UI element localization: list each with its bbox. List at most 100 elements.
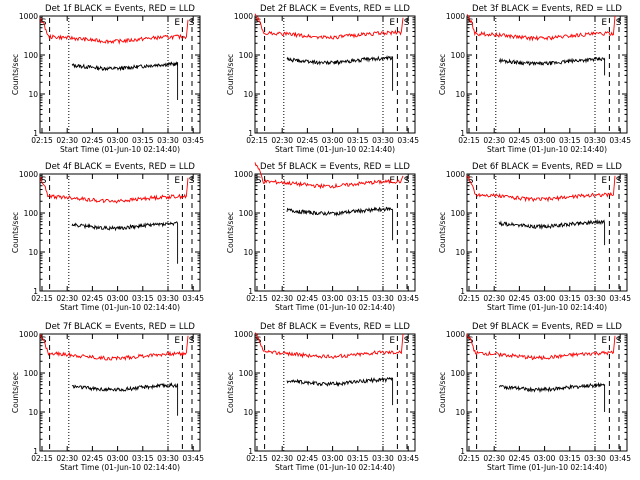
chart-title: Det 5f BLACK = Events, RED = LLD bbox=[260, 162, 410, 172]
saa-end-marker: S bbox=[404, 336, 410, 346]
chart-title: Det 9f BLACK = Events, RED = LLD bbox=[472, 322, 622, 332]
x-tick-label: 03:00 bbox=[107, 294, 129, 303]
y-tick-label: 10 bbox=[28, 90, 38, 99]
x-tick-label: 02:45 bbox=[82, 136, 104, 145]
plot-frame bbox=[254, 15, 416, 134]
y-tick-label: 1 bbox=[33, 447, 38, 456]
x-tick-label: 02:45 bbox=[509, 136, 531, 145]
y-axis-label: Counts/sec bbox=[438, 212, 447, 253]
eclipse-marker: E bbox=[174, 176, 180, 186]
x-tick-label: 03:15 bbox=[559, 294, 581, 303]
chart-panel: Det 9f BLACK = Events, RED = LLD 1 10 100 10… bbox=[438, 322, 631, 472]
chart-title: Det 4f BLACK = Events, RED = LLD bbox=[45, 162, 195, 172]
y-tick-label: 1000 bbox=[446, 170, 465, 179]
saa-end-marker: S bbox=[404, 176, 410, 186]
lld-series-line bbox=[254, 162, 404, 190]
eclipse-marker: E bbox=[601, 336, 607, 346]
saa-end-marker: S bbox=[404, 18, 410, 28]
y-tick-label: 100 bbox=[24, 209, 39, 218]
x-tick-label: 02:30 bbox=[271, 136, 293, 145]
lld-series-line bbox=[466, 175, 616, 203]
saa-start-marker: S bbox=[256, 18, 262, 28]
x-axis-label: Start Time (01-Jun-10 02:14:40) bbox=[275, 145, 395, 154]
y-axis-label: Counts/sec bbox=[11, 372, 20, 413]
x-tick-label: 03:15 bbox=[347, 294, 369, 303]
plot-frame bbox=[466, 15, 628, 134]
x-tick-label: 03:00 bbox=[534, 454, 556, 463]
lld-series-line bbox=[254, 332, 404, 359]
x-tick-label: 03:00 bbox=[322, 136, 344, 145]
events-series-line bbox=[71, 221, 179, 264]
x-tick-label: 03:30 bbox=[372, 294, 394, 303]
y-tick-label: 100 bbox=[239, 209, 254, 218]
x-tick-label: 02:45 bbox=[297, 454, 319, 463]
y-tick-label: 100 bbox=[24, 51, 39, 60]
x-tick-label: 03:00 bbox=[322, 454, 344, 463]
y-tick-label: 1 bbox=[460, 129, 465, 138]
y-tick-label: 10 bbox=[455, 248, 465, 257]
x-tick-label: 02:45 bbox=[509, 454, 531, 463]
y-tick-label: 10 bbox=[455, 90, 465, 99]
lld-series-line bbox=[39, 176, 189, 204]
x-tick-label: 02:15 bbox=[458, 294, 480, 303]
y-axis-label: Counts/sec bbox=[226, 212, 235, 253]
x-tick-label: 02:15 bbox=[31, 294, 53, 303]
y-axis-label: Counts/sec bbox=[11, 54, 20, 95]
plot-frame bbox=[39, 333, 201, 452]
plot-frame bbox=[39, 15, 201, 134]
y-tick-label: 1000 bbox=[446, 12, 465, 21]
chart-title: Det 2f BLACK = Events, RED = LLD bbox=[260, 4, 410, 14]
x-tick-label: 03:30 bbox=[372, 136, 394, 145]
events-series-line bbox=[71, 381, 179, 416]
chart-panel: Det 2f BLACK = Events, RED = LLD 1 10 100 10… bbox=[226, 4, 419, 154]
chart-panel: Det 5f BLACK = Events, RED = LLD 1 10 100 10… bbox=[226, 162, 419, 312]
lld-series-line bbox=[466, 14, 616, 42]
eclipse-marker: E bbox=[601, 18, 607, 28]
chart-title: Det 1f BLACK = Events, RED = LLD bbox=[45, 4, 195, 14]
x-tick-label: 03:15 bbox=[132, 294, 154, 303]
chart-title: Det 6f BLACK = Events, RED = LLD bbox=[472, 162, 622, 172]
events-series-line bbox=[498, 219, 606, 246]
x-axis-label: Start Time (01-Jun-10 02:14:40) bbox=[275, 303, 395, 312]
y-tick-label: 10 bbox=[455, 408, 465, 417]
saa-end-marker: S bbox=[616, 336, 622, 346]
events-series-line bbox=[286, 206, 394, 241]
eclipse-marker: E bbox=[174, 336, 180, 346]
x-tick-label: 03:15 bbox=[559, 454, 581, 463]
x-tick-label: 02:45 bbox=[82, 294, 104, 303]
saa-end-marker: S bbox=[189, 18, 195, 28]
x-tick-label: 03:45 bbox=[182, 136, 204, 145]
x-tick-label: 03:45 bbox=[397, 454, 419, 463]
y-tick-label: 1000 bbox=[234, 170, 253, 179]
eclipse-marker: E bbox=[174, 18, 180, 28]
y-tick-label: 100 bbox=[239, 369, 254, 378]
y-tick-label: 1000 bbox=[19, 170, 38, 179]
saa-start-marker: S bbox=[41, 176, 47, 186]
y-axis-label: Counts/sec bbox=[226, 54, 235, 95]
chart-title: Det 3f BLACK = Events, RED = LLD bbox=[472, 4, 622, 14]
x-tick-label: 03:15 bbox=[132, 136, 154, 145]
y-tick-label: 1000 bbox=[446, 330, 465, 339]
saa-end-marker: S bbox=[189, 336, 195, 346]
y-tick-label: 10 bbox=[243, 90, 253, 99]
chart-panel: Det 7f BLACK = Events, RED = LLD 1 10 100 10… bbox=[11, 322, 204, 472]
x-tick-label: 03:00 bbox=[534, 294, 556, 303]
x-tick-label: 02:45 bbox=[297, 294, 319, 303]
x-tick-label: 02:30 bbox=[483, 294, 505, 303]
eclipse-marker: E bbox=[389, 336, 395, 346]
x-tick-label: 03:30 bbox=[157, 136, 179, 145]
y-tick-label: 100 bbox=[451, 369, 466, 378]
y-tick-label: 1 bbox=[248, 287, 253, 296]
x-tick-label: 03:45 bbox=[609, 294, 631, 303]
x-tick-label: 02:15 bbox=[31, 136, 53, 145]
plot-frame bbox=[466, 333, 628, 452]
plot-frame bbox=[466, 173, 628, 292]
y-tick-label: 10 bbox=[243, 248, 253, 257]
plot-frame bbox=[254, 333, 416, 452]
chart-panel: Det 1f BLACK = Events, RED = LLD 1 10 100 10… bbox=[11, 4, 204, 154]
x-tick-label: 03:45 bbox=[609, 454, 631, 463]
x-tick-label: 03:30 bbox=[584, 294, 606, 303]
saa-end-marker: S bbox=[616, 18, 622, 28]
saa-end-marker: S bbox=[189, 176, 195, 186]
x-tick-label: 02:30 bbox=[271, 294, 293, 303]
